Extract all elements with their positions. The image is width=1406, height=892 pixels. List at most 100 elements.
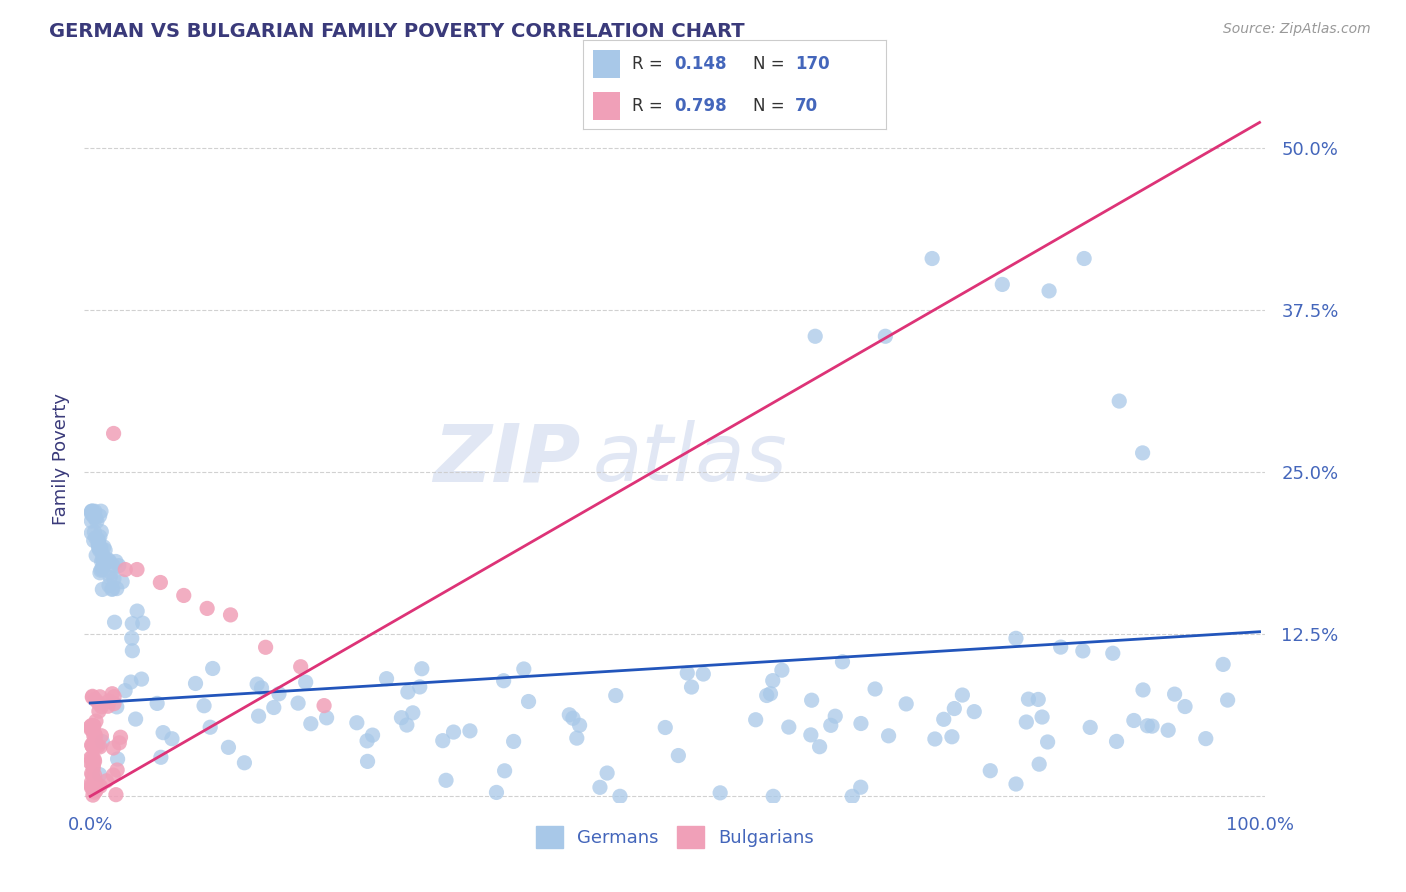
Point [808,739,831,754]
Point [83,719,105,733]
Point [290,659,312,673]
Point [84,549,107,563]
Point [103,768,125,782]
Point [875,329,897,343]
Point [146,697,169,711]
Point [432,733,454,747]
Point [124,712,146,726]
Point [356,755,378,769]
Point [1212,657,1234,672]
Point [82,768,104,782]
Point [250,681,273,695]
Point [1071,644,1094,658]
Point [107,752,129,766]
Point [1108,394,1130,409]
Point [103,615,125,630]
Text: ZIP: ZIP [433,420,581,499]
Point [89,508,111,523]
Point [80,780,103,795]
Point [87,704,110,718]
Point [877,729,900,743]
Point [562,711,585,725]
Point [1195,731,1218,746]
Point [1005,632,1028,646]
Point [96,773,118,788]
Point [1163,687,1185,701]
Point [91,734,114,748]
Point [246,677,269,691]
Point [1038,284,1060,298]
Point [83,783,105,797]
Point [800,693,823,707]
Point [149,750,172,764]
Point [492,673,515,688]
Point [263,700,285,714]
Point [709,786,731,800]
Point [1132,446,1154,460]
Point [90,504,112,518]
Point [80,504,103,518]
Point [1140,719,1163,733]
Point [149,575,172,590]
Point [101,582,124,596]
Text: Source: ZipAtlas.com: Source: ZipAtlas.com [1223,22,1371,37]
Point [1017,692,1039,706]
Point [83,768,105,782]
Point [80,779,103,793]
Point [90,554,112,568]
Point [755,689,778,703]
Point [83,533,105,548]
Point [254,640,277,655]
Point [83,752,105,766]
Point [596,766,619,780]
Point [299,716,322,731]
Point [160,731,183,746]
Point [103,426,125,441]
Point [1216,693,1239,707]
Point [84,729,107,743]
Point [932,712,955,726]
Point [1005,777,1028,791]
Point [91,582,114,597]
Point [80,508,103,522]
Point [90,541,112,555]
Point [131,672,153,686]
Point [93,555,115,569]
Point [91,554,114,568]
Point [391,711,413,725]
Point [82,690,104,704]
Point [568,718,591,732]
Y-axis label: Family Poverty: Family Poverty [52,393,70,525]
Point [346,715,368,730]
Point [87,533,110,548]
Point [90,699,112,714]
Text: 0.798: 0.798 [675,97,727,115]
Text: N =: N = [752,55,790,73]
Point [762,673,785,688]
Point [921,252,943,266]
Point [84,775,107,789]
Point [849,716,872,731]
Point [89,767,111,781]
Point [1174,699,1197,714]
Point [80,514,103,528]
Legend: Germans, Bulgarians: Germans, Bulgarians [529,819,821,855]
Point [443,725,465,739]
Point [97,699,120,714]
Point [200,720,222,734]
Point [120,675,142,690]
Bar [592,50,620,78]
Point [96,555,118,569]
Point [1031,710,1053,724]
Text: R =: R = [631,55,668,73]
Point [402,706,425,720]
Point [80,776,103,790]
Point [692,667,714,681]
Point [125,562,148,576]
Point [97,552,120,566]
Point [201,661,224,675]
Point [97,694,120,708]
Point [609,789,631,804]
Point [114,562,136,576]
Point [80,525,103,540]
